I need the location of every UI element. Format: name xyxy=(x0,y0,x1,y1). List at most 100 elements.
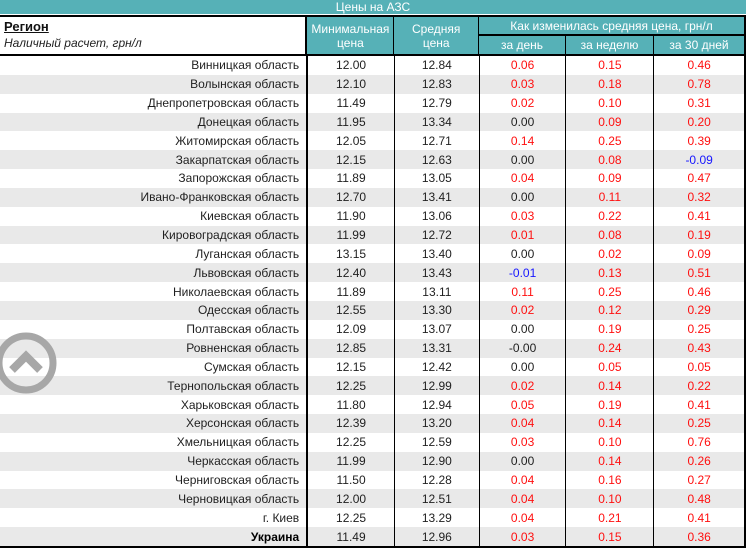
avg-price-cell: 12.84 xyxy=(395,56,480,75)
day-change-cell: 0.02 xyxy=(480,300,567,320)
month-change-cell: -0.09 xyxy=(685,152,713,167)
avg-price-cell: 12.72 xyxy=(395,225,480,245)
scroll-top-button[interactable] xyxy=(0,331,58,395)
avg-price-cell: 13.07 xyxy=(395,319,480,339)
week-change-cell: 0.15 xyxy=(566,56,655,75)
month-change-cell: 0.41 xyxy=(687,209,711,224)
table-row: Черновицкая область 12.00 12.51 0.04 0.1… xyxy=(0,489,744,509)
region-cell: Ровненская область xyxy=(0,338,309,358)
day-change-cell: 0.11 xyxy=(480,282,567,301)
avg-price-cell: 12.99 xyxy=(395,376,480,396)
month-change-cell: 0.25 xyxy=(687,416,711,431)
region-cell: Хмельницкая область xyxy=(0,432,309,452)
min-price-cell: 11.89 xyxy=(308,282,395,301)
min-price-cell: 12.00 xyxy=(308,489,395,509)
region-cell: Сумская область xyxy=(0,357,309,377)
table-row: Запорожская область 11.89 13.05 0.04 0.0… xyxy=(0,169,744,188)
table-row: Николаевская область 11.89 13.11 0.11 0.… xyxy=(0,282,744,301)
avg-price-cell: 13.20 xyxy=(395,414,480,433)
region-cell: Луганская область xyxy=(0,244,309,264)
avg-price-cell: 12.96 xyxy=(395,527,480,546)
month-change-cell: 0.05 xyxy=(687,359,711,374)
table-row: Закарпатская область 12.15 12.63 0.00 0.… xyxy=(0,150,744,170)
month-change-cell: 0.76 xyxy=(687,435,711,450)
change-30days-header: за 30 дней xyxy=(654,36,744,54)
min-price-cell: 12.85 xyxy=(308,338,395,358)
avg-price-cell: 12.59 xyxy=(395,432,480,452)
table-row: Хмельницкая область 12.25 12.59 0.03 0.1… xyxy=(0,432,744,452)
day-change-cell: 0.00 xyxy=(480,319,567,339)
change-week-header: за неделю xyxy=(566,36,654,54)
panel-title: Цены на АЗС xyxy=(0,0,746,14)
min-price-cell: 12.25 xyxy=(308,376,395,396)
month-change-cell: 0.41 xyxy=(687,397,711,412)
table-header: Регион Наличный расчет, грн/л Минимальна… xyxy=(0,15,746,56)
month-change-cell: 0.20 xyxy=(687,114,711,129)
month-change-cell: 0.31 xyxy=(687,96,711,111)
avg-price-cell: 13.29 xyxy=(395,508,480,528)
min-price-cell: 11.80 xyxy=(308,395,395,415)
week-change-cell: 0.10 xyxy=(566,93,655,113)
day-change-cell: 0.00 xyxy=(480,112,567,132)
avg-price-cell: 13.43 xyxy=(395,263,480,283)
month-change-cell: 0.27 xyxy=(687,472,711,487)
month-change-cell: 0.51 xyxy=(687,265,711,280)
min-price-cell: 12.55 xyxy=(308,300,395,320)
day-change-cell: 0.04 xyxy=(480,470,567,490)
avg-price-cell: 13.31 xyxy=(395,338,480,358)
table-row: Луганская область 13.15 13.40 0.00 0.02 … xyxy=(0,244,744,264)
avg-price-cell: 12.71 xyxy=(395,131,480,151)
week-change-cell: 0.11 xyxy=(566,187,655,207)
change-day-header: за день xyxy=(479,36,566,54)
day-change-cell: 0.14 xyxy=(480,131,567,151)
table-row: Донецкая область 11.95 13.34 0.00 0.09 0… xyxy=(0,112,744,132)
table-row: Винницкая область 12.00 12.84 0.06 0.15 … xyxy=(0,56,744,75)
region-cell: Ивано-Франковская область xyxy=(0,187,309,207)
change-group-title: Как изменилась средняя цена, грн/л xyxy=(479,17,744,36)
table-row: г. Киев 12.25 13.29 0.04 0.21 0.41 xyxy=(0,508,744,528)
avg-price-cell: 12.63 xyxy=(395,150,480,170)
region-cell: Львовская область xyxy=(0,263,309,283)
week-change-cell: 0.14 xyxy=(566,414,655,433)
week-change-cell: 0.02 xyxy=(566,244,655,264)
region-cell: Волынская область xyxy=(0,74,309,94)
avg-price-cell: 12.28 xyxy=(395,470,480,490)
region-header-cell: Регион Наличный расчет, грн/л xyxy=(0,17,308,54)
table-row: Черниговская область 11.50 12.28 0.04 0.… xyxy=(0,470,744,490)
table-row: Житомирская область 12.05 12.71 0.14 0.2… xyxy=(0,131,744,151)
month-change-cell: 0.41 xyxy=(687,510,711,525)
day-change-cell: 0.02 xyxy=(480,376,567,396)
avg-price-cell: 12.42 xyxy=(395,357,480,377)
change-subheader-row: за день за неделю за 30 дней xyxy=(479,36,744,54)
table-row: Одесская область 12.55 13.30 0.02 0.12 0… xyxy=(0,300,744,320)
month-change-cell: 0.47 xyxy=(687,171,711,186)
day-change-cell: 0.04 xyxy=(480,169,567,188)
min-price-cell: 12.40 xyxy=(308,263,395,283)
month-change-cell: 0.29 xyxy=(687,303,711,318)
min-price-cell: 12.15 xyxy=(308,357,395,377)
week-change-cell: 0.21 xyxy=(566,508,655,528)
min-price-cell: 12.25 xyxy=(308,508,395,528)
region-cell: Черниговская область xyxy=(0,470,309,490)
avg-price-header: Средняя цена xyxy=(394,17,479,54)
day-change-cell: 0.05 xyxy=(480,395,567,415)
avg-price-cell: 13.41 xyxy=(395,187,480,207)
min-price-cell: 12.00 xyxy=(308,56,395,75)
month-change-cell: 0.48 xyxy=(687,491,711,506)
week-change-cell: 0.15 xyxy=(566,527,655,546)
table-row: Волынская область 12.10 12.83 0.03 0.18 … xyxy=(0,74,744,94)
week-change-cell: 0.24 xyxy=(566,338,655,358)
day-change-cell: 0.00 xyxy=(480,451,567,471)
week-change-cell: 0.05 xyxy=(566,357,655,377)
region-cell: Черновицкая область xyxy=(0,489,309,509)
table-row: Херсонская область 12.39 13.20 0.04 0.14… xyxy=(0,414,744,433)
day-change-cell: 0.02 xyxy=(480,93,567,113)
avg-price-cell: 12.83 xyxy=(395,74,480,94)
table-row: Днепропетровская область 11.49 12.79 0.0… xyxy=(0,93,744,113)
day-change-cell: 0.04 xyxy=(480,489,567,509)
table-row: Ивано-Франковская область 12.70 13.41 0.… xyxy=(0,187,744,207)
region-cell: Киевская область xyxy=(0,206,309,226)
day-change-cell: 0.03 xyxy=(480,74,567,94)
table-body: Винницкая область 12.00 12.84 0.06 0.15 … xyxy=(0,56,746,548)
